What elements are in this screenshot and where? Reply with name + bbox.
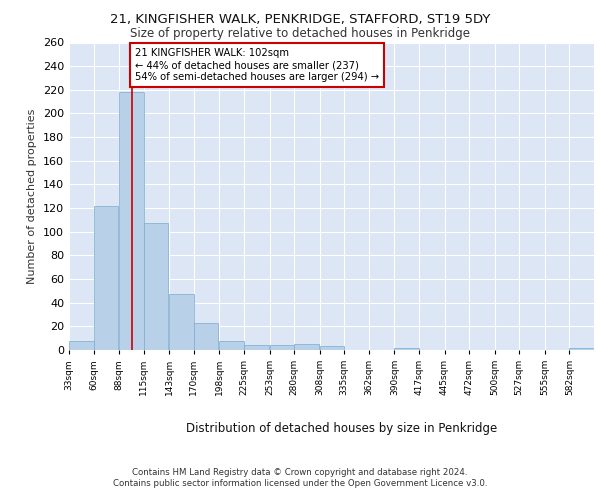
Bar (569, 348, 594, 350)
Text: Contains HM Land Registry data © Crown copyright and database right 2024.
Contai: Contains HM Land Registry data © Crown c… (113, 468, 487, 487)
Bar (69, 340, 94, 350)
Text: Distribution of detached houses by size in Penkridge: Distribution of detached houses by size … (187, 422, 497, 435)
Bar (119, 92, 144, 350)
Bar (144, 224, 169, 350)
Bar (94, 206, 118, 350)
Text: 21 KINGFISHER WALK: 102sqm
← 44% of detached houses are smaller (237)
54% of sem: 21 KINGFISHER WALK: 102sqm ← 44% of deta… (134, 48, 379, 82)
Bar (269, 346, 294, 350)
Y-axis label: Number of detached properties: Number of detached properties (28, 108, 37, 284)
Bar (394, 348, 419, 350)
Bar (220, 340, 244, 350)
Bar (169, 294, 194, 350)
Bar (294, 344, 319, 350)
Bar (244, 346, 269, 350)
Bar (194, 323, 218, 350)
Bar (320, 346, 344, 350)
Text: Size of property relative to detached houses in Penkridge: Size of property relative to detached ho… (130, 28, 470, 40)
Text: 21, KINGFISHER WALK, PENKRIDGE, STAFFORD, ST19 5DY: 21, KINGFISHER WALK, PENKRIDGE, STAFFORD… (110, 12, 490, 26)
